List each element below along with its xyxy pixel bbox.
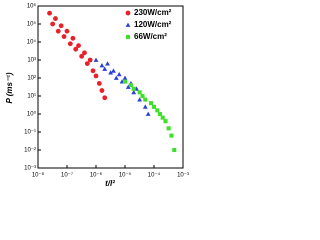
point [131, 89, 137, 95]
y-tick-label: 10⁵ [27, 21, 37, 28]
point [131, 86, 136, 91]
y-tick-label: 10³ [27, 58, 36, 64]
x-tick-label: 10⁻⁸ [32, 172, 45, 179]
point [53, 16, 58, 21]
y-axis-label: P (ms⁻¹) [5, 72, 14, 103]
y-tick-label: 10² [27, 76, 36, 82]
point [50, 21, 56, 27]
point [96, 81, 102, 86]
point [55, 28, 61, 34]
point [140, 93, 145, 99]
legend-marker [125, 10, 131, 16]
y-tick-label: 10⁻² [24, 148, 36, 154]
x-tick-label: 10⁻⁵ [119, 172, 132, 179]
point [113, 75, 119, 80]
point [116, 71, 122, 77]
plot-frame [37, 5, 184, 169]
point [145, 111, 151, 116]
point [166, 126, 171, 131]
x-tick-label: 10⁻⁷ [61, 172, 73, 179]
point [157, 111, 162, 117]
point [125, 84, 131, 89]
point [102, 66, 108, 71]
point [108, 70, 114, 75]
point [64, 28, 70, 34]
point [169, 133, 174, 138]
legend-label: 230W/cm² [134, 8, 172, 17]
chart: P (ms⁻¹) t/l² 10⁻⁸ 10⁻⁷ 10⁻⁶ 10⁻⁵ 10⁻⁴ 10⁻³ 10… [5, 3, 189, 189]
y-tick-label: 10⁶ [27, 3, 37, 10]
point [58, 23, 64, 29]
point [76, 43, 81, 49]
point [122, 75, 128, 80]
legend-label: 66W/cm² [134, 32, 167, 41]
point [105, 61, 110, 66]
point [47, 10, 52, 16]
point [151, 104, 157, 109]
legend-label: 120W/cm² [134, 20, 172, 29]
point [93, 73, 99, 79]
point [137, 97, 143, 102]
point [61, 34, 67, 39]
point [137, 90, 142, 95]
point [160, 115, 165, 120]
point [128, 83, 133, 88]
legend-marker [125, 22, 131, 27]
point [142, 104, 148, 109]
point [99, 63, 105, 68]
point [122, 79, 128, 84]
y-tick-label: 10⁴ [27, 39, 37, 46]
x-tick-label: 10⁻⁴ [148, 172, 161, 179]
point [99, 88, 105, 93]
legend-marker [125, 34, 131, 40]
point [163, 119, 168, 124]
point [155, 108, 160, 113]
point [73, 46, 79, 52]
point [111, 68, 116, 73]
x-tick-label: 10⁻⁶ [90, 172, 103, 179]
y-tick-label: 10⁻¹ [24, 130, 36, 136]
point [82, 50, 87, 56]
point [172, 147, 177, 153]
y-tick-label: 10⁰ [27, 111, 37, 118]
point [70, 35, 76, 41]
point [102, 95, 108, 101]
point [84, 61, 90, 67]
point [148, 101, 154, 106]
point [67, 41, 73, 47]
point [90, 68, 96, 74]
point [143, 97, 148, 102]
y-tick-label: 10⁻³ [24, 166, 36, 172]
y-tick-label: 10¹ [27, 94, 36, 100]
x-axis-label: t/l² [105, 179, 115, 188]
point [93, 57, 99, 62]
point [79, 53, 85, 59]
x-tick-label: 10⁻³ [177, 173, 189, 179]
point [87, 57, 93, 63]
